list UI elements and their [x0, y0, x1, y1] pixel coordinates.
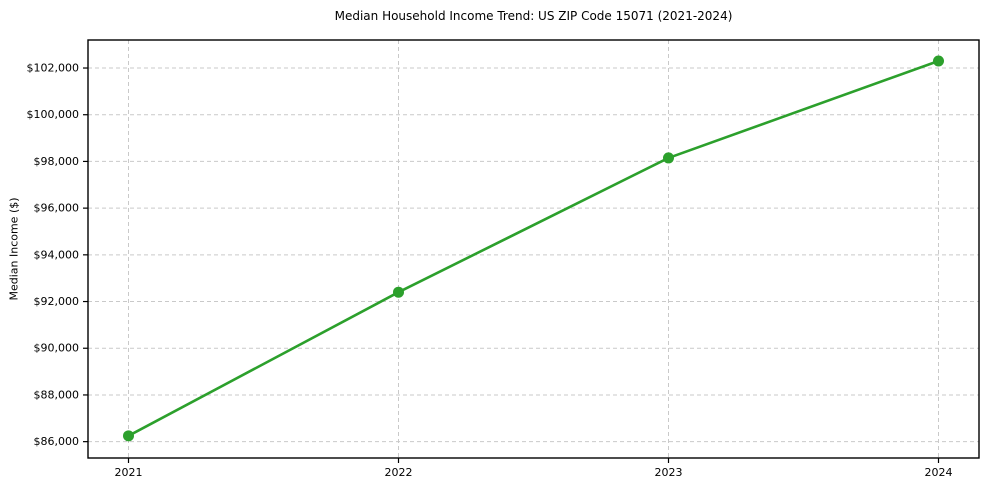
- y-tick-label: $86,000: [34, 435, 80, 448]
- data-point: [393, 286, 404, 298]
- x-tick-label: 2021: [115, 466, 143, 479]
- x-tick-label: 2022: [385, 466, 413, 479]
- x-tick-label: 2023: [655, 466, 683, 479]
- y-tick-label: $96,000: [34, 202, 80, 215]
- y-tick-label: $100,000: [27, 108, 80, 121]
- y-tick-label: $88,000: [34, 388, 80, 401]
- data-point: [123, 430, 134, 442]
- chart-title: Median Household Income Trend: US ZIP Co…: [334, 9, 733, 23]
- y-tick-label: $98,000: [34, 155, 80, 168]
- data-point: [663, 152, 674, 164]
- y-tick-label: $102,000: [27, 62, 80, 75]
- y-tick-label: $90,000: [34, 342, 80, 355]
- x-tick-label: 2024: [925, 466, 953, 479]
- data-line: [127, 59, 940, 438]
- data-point: [933, 55, 944, 67]
- y-tick-label: $92,000: [34, 295, 80, 308]
- plot-border: [87, 39, 980, 459]
- y-tick-label: $94,000: [34, 248, 80, 261]
